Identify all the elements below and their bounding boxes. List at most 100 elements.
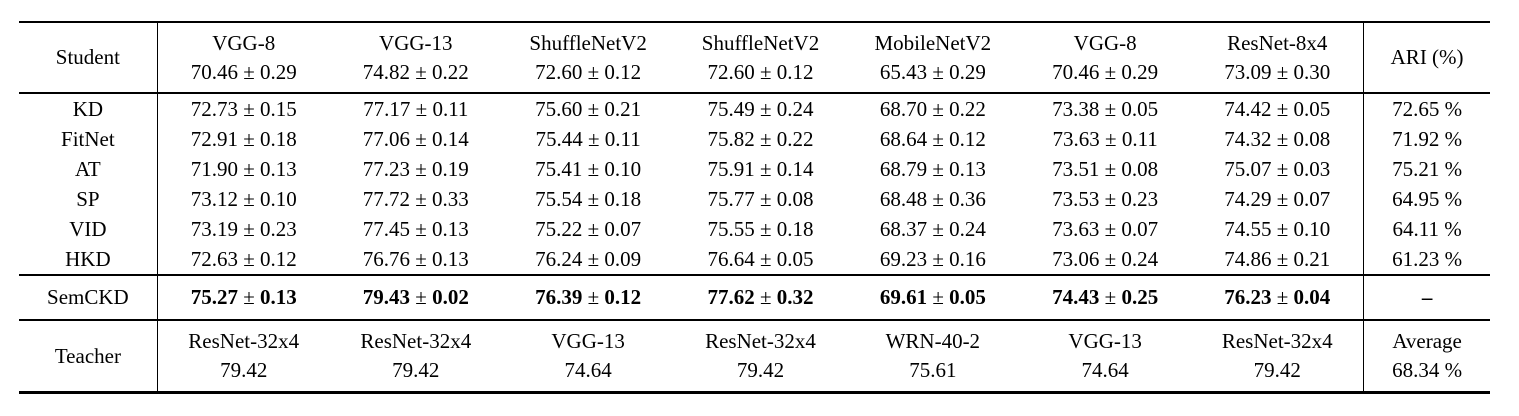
result-cell: 76.76 ± 0.13 [362, 246, 469, 271]
model-name: VGG-8 [212, 30, 276, 55]
result-cell: 76.39 ± 0.12 [535, 285, 642, 309]
average-cell: Average 68.34 % [1363, 320, 1490, 393]
student-model-cell: MobileNetV2 65.43 ± 0.29 [847, 22, 1019, 93]
result-cell: 75.60 ± 0.21 [535, 96, 642, 121]
model-name: ShuffleNetV2 [701, 30, 820, 55]
student-model-cell: ResNet-8x4 73.09 ± 0.30 [1191, 22, 1363, 93]
teacher-body: Teacher ResNet-32x4 79.42 ResNet-32x4 79.42… [19, 320, 1490, 393]
teacher-row: Teacher ResNet-32x4 79.42 ResNet-32x4 79.42… [19, 320, 1490, 393]
model-score: 65.43 ± 0.29 [879, 59, 986, 84]
result-cell: 75.91 ± 0.14 [707, 156, 814, 181]
model-name: ShuffleNetV2 [529, 30, 647, 55]
model-score: 74.64 [1081, 358, 1129, 382]
method-row: FitNet 72.91 ± 0.18 77.06 ± 0.14 75.44 ± 0.… [19, 124, 1490, 154]
student-model-cell: VGG-8 70.46 ± 0.29 [1019, 22, 1191, 93]
ari-cell: 72.65 % [1363, 93, 1490, 124]
result-cell: 73.19 ± 0.23 [190, 216, 297, 241]
average-label: Average [1392, 329, 1462, 353]
result-cell: 77.62 ± 0.32 [707, 285, 814, 309]
model-score: 79.42 [220, 358, 268, 382]
result-cell: 74.43 ± 0.25 [1052, 285, 1159, 309]
model-score: 79.42 [392, 358, 440, 382]
baseline-methods-body: KD 72.73 ± 0.15 77.17 ± 0.11 75.60 ± 0.21 75… [19, 93, 1490, 275]
model-name: VGG-13 [1068, 329, 1142, 353]
result-cell: 68.48 ± 0.36 [879, 186, 986, 211]
ari-cell: 64.95 % [1363, 184, 1490, 214]
result-cell: 75.49 ± 0.24 [707, 96, 814, 121]
model-name: VGG-8 [1073, 30, 1137, 55]
student-model-cell: ShuffleNetV2 72.60 ± 0.12 [674, 22, 846, 93]
model-score: 74.64 [564, 358, 612, 382]
proposed-method-body: SemCKD 75.27 ± 0.13 79.43 ± 0.02 76.39 ± 0… [19, 275, 1490, 320]
result-cell: 75.77 ± 0.08 [707, 186, 814, 211]
result-cell: 68.79 ± 0.13 [879, 156, 986, 181]
model-name: VGG-13 [379, 30, 453, 55]
result-cell: 77.06 ± 0.14 [362, 126, 469, 151]
model-name: ResNet-8x4 [1227, 30, 1328, 55]
result-cell: 75.82 ± 0.22 [707, 126, 814, 151]
result-cell: 77.72 ± 0.33 [362, 186, 469, 211]
result-cell: 74.55 ± 0.10 [1224, 216, 1331, 241]
header-row: Student VGG-8 70.46 ± 0.29 VGG-13 74.82 ± 0… [19, 22, 1490, 93]
teacher-model-cell: ResNet-32x4 79.42 [674, 320, 846, 393]
result-cell: 73.06 ± 0.24 [1052, 246, 1159, 271]
method-row: VID 73.19 ± 0.23 77.45 ± 0.13 75.22 ± 0.07 7… [19, 214, 1490, 244]
method-row: AT 71.90 ± 0.13 77.23 ± 0.19 75.41 ± 0.10 75… [19, 154, 1490, 184]
result-cell: 79.43 ± 0.02 [362, 285, 469, 309]
result-cell: 72.73 ± 0.15 [190, 96, 297, 121]
result-cell: 75.44 ± 0.11 [535, 126, 641, 151]
method-row: SP 73.12 ± 0.10 77.72 ± 0.33 75.54 ± 0.18 75… [19, 184, 1490, 214]
ari-cell: – [1363, 275, 1490, 320]
result-cell: 74.32 ± 0.08 [1224, 126, 1331, 151]
student-model-cell: ShuffleNetV2 72.60 ± 0.12 [502, 22, 674, 93]
model-name: ResNet-32x4 [188, 329, 300, 353]
result-cell: 73.51 ± 0.08 [1052, 156, 1159, 181]
model-score: 72.60 ± 0.12 [707, 59, 814, 84]
result-cell: 75.54 ± 0.18 [535, 186, 642, 211]
model-score: 70.46 ± 0.29 [1052, 59, 1159, 84]
model-score: 75.61 [909, 358, 957, 382]
model-name: VGG-13 [551, 329, 625, 353]
student-model-cell: VGG-13 74.82 ± 0.22 [330, 22, 502, 93]
student-row-label: Student [19, 22, 158, 93]
method-label: VID [19, 214, 158, 244]
result-cell: 75.55 ± 0.18 [707, 216, 814, 241]
model-score: 79.42 [1253, 358, 1301, 382]
ari-cell: 64.11 % [1363, 214, 1490, 244]
result-cell: 77.17 ± 0.11 [363, 96, 469, 121]
method-row: HKD 72.63 ± 0.12 76.76 ± 0.13 76.24 ± 0.09 7… [19, 244, 1490, 275]
method-label: FitNet [19, 124, 158, 154]
method-label: SP [19, 184, 158, 214]
model-score: 73.09 ± 0.30 [1224, 59, 1331, 84]
result-cell: 68.37 ± 0.24 [879, 216, 986, 241]
result-cell: 73.63 ± 0.07 [1052, 216, 1159, 241]
result-cell: 69.61 ± 0.05 [879, 285, 986, 309]
result-cell: 75.07 ± 0.03 [1224, 156, 1331, 181]
method-row: KD 72.73 ± 0.15 77.17 ± 0.11 75.60 ± 0.21 75… [19, 93, 1490, 124]
result-cell: 69.23 ± 0.16 [879, 246, 986, 271]
result-cell: 73.38 ± 0.05 [1052, 96, 1159, 121]
method-label: SemCKD [19, 275, 158, 320]
model-name: WRN-40-2 [885, 329, 981, 353]
result-cell: 74.29 ± 0.07 [1224, 186, 1331, 211]
result-cell: 71.90 ± 0.13 [190, 156, 297, 181]
distillation-results-table: Student VGG-8 70.46 ± 0.29 VGG-13 74.82 ± 0… [19, 21, 1490, 394]
student-model-cell: VGG-8 70.46 ± 0.29 [157, 22, 329, 93]
result-cell: 77.45 ± 0.13 [362, 216, 469, 241]
teacher-model-cell: WRN-40-2 75.61 [847, 320, 1019, 393]
result-cell: 76.23 ± 0.04 [1224, 285, 1331, 309]
result-cell: 76.64 ± 0.05 [707, 246, 814, 271]
ari-cell: 71.92 % [1363, 124, 1490, 154]
result-cell: 74.42 ± 0.05 [1224, 96, 1331, 121]
result-cell: 68.64 ± 0.12 [879, 126, 986, 151]
model-score: 70.46 ± 0.29 [190, 59, 297, 84]
model-score: 72.60 ± 0.12 [535, 59, 642, 84]
model-score: 74.82 ± 0.22 [362, 59, 469, 84]
result-cell: 77.23 ± 0.19 [362, 156, 469, 181]
ari-header-cell: ARI (%) [1363, 22, 1490, 93]
result-cell: 72.91 ± 0.18 [190, 126, 297, 151]
result-cell: 68.70 ± 0.22 [879, 96, 986, 121]
result-cell: 74.86 ± 0.21 [1224, 246, 1331, 271]
model-name: ResNet-32x4 [360, 329, 472, 353]
